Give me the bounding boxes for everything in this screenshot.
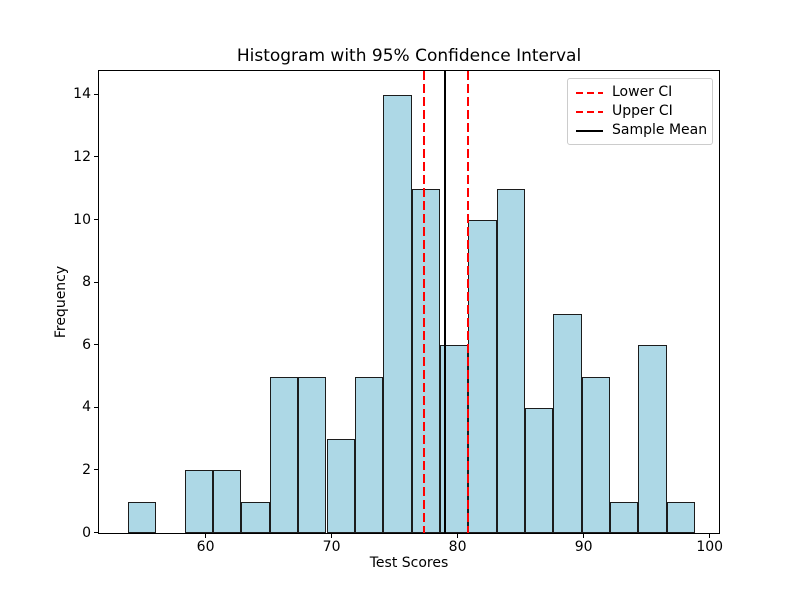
- x-tick-label: 70: [322, 539, 341, 555]
- x-tick-label: 90: [574, 539, 593, 555]
- histogram-bar: [496, 188, 525, 533]
- chart-title: Histogram with 95% Confidence Interval: [236, 46, 582, 66]
- y-tick: [94, 532, 98, 533]
- legend-item-label: Upper CI: [612, 103, 673, 119]
- histogram-bar: [269, 376, 299, 533]
- y-tick: [94, 469, 98, 471]
- histogram-bar: [184, 470, 214, 533]
- histogram-bar: [638, 345, 667, 533]
- legend-item: Sample Mean: [568, 121, 712, 140]
- x-tick: [709, 534, 711, 538]
- y-tick: [94, 344, 98, 346]
- legend: Lower CI Upper CI Sample Mean: [567, 78, 713, 145]
- dashed-line-swatch: [576, 91, 603, 94]
- histogram-bar: [326, 439, 355, 533]
- histogram-bar: [128, 501, 157, 533]
- histogram-bar: [298, 376, 327, 533]
- y-tick-label: 0: [82, 524, 91, 541]
- x-tick-label: 100: [696, 539, 724, 555]
- legend-item: Lower CI: [568, 83, 712, 102]
- histogram-bar: [666, 501, 696, 533]
- solid-line-swatch: [576, 129, 603, 132]
- lower-ci-line: [422, 71, 425, 533]
- y-tick-label: 8: [82, 274, 91, 291]
- legend-item-label: Lower CI: [612, 84, 673, 100]
- histogram-bar: [383, 94, 412, 533]
- legend-item-label: Sample Mean: [612, 122, 708, 138]
- y-tick-label: 10: [73, 211, 91, 228]
- y-tick-label: 2: [82, 461, 91, 478]
- y-tick-label: 6: [82, 336, 91, 353]
- x-tick: [331, 534, 333, 538]
- x-tick-label: 60: [196, 539, 215, 555]
- histogram-bar: [411, 188, 440, 533]
- histogram-bar: [610, 501, 639, 533]
- y-tick: [94, 406, 98, 408]
- x-tick: [583, 534, 585, 538]
- dashed-line-swatch: [576, 110, 603, 113]
- y-tick-label: 12: [73, 148, 91, 165]
- y-tick: [94, 219, 98, 220]
- histogram-bar: [553, 313, 582, 533]
- x-tick: [457, 534, 459, 538]
- x-tick-label: 80: [448, 539, 467, 555]
- y-tick: [94, 93, 98, 95]
- y-tick: [94, 156, 98, 158]
- histogram-bar: [354, 376, 384, 533]
- legend-item: Upper CI: [568, 102, 712, 121]
- histogram-bar: [468, 220, 497, 533]
- y-tick-label: 14: [73, 86, 91, 103]
- upper-ci-line: [467, 71, 470, 533]
- y-tick: [94, 281, 98, 283]
- sample-mean-line: [443, 71, 446, 533]
- x-axis-label: Test Scores: [369, 555, 449, 571]
- plot-area: [98, 70, 720, 534]
- y-tick-label: 4: [82, 399, 91, 416]
- histogram-bar: [581, 376, 610, 533]
- histogram-bar: [524, 407, 554, 533]
- histogram-bar: [213, 470, 242, 533]
- x-tick: [205, 534, 207, 538]
- histogram-bar: [241, 501, 270, 533]
